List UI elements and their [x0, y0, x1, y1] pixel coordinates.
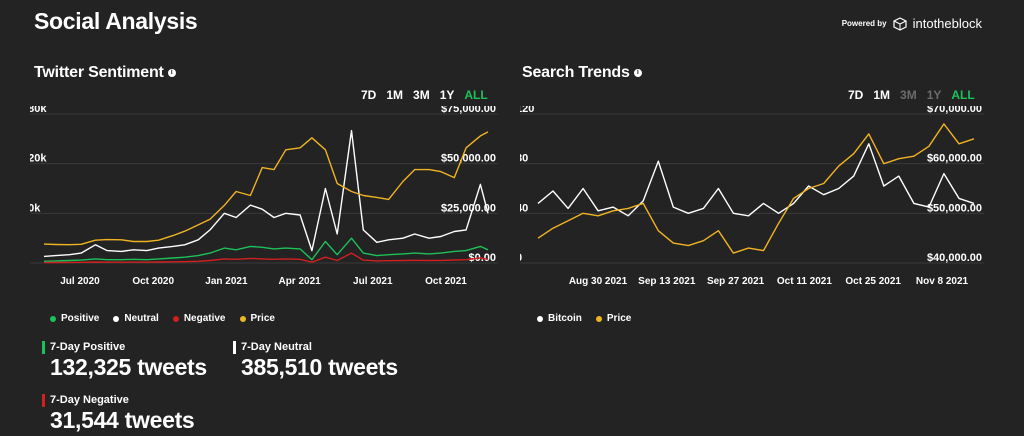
search-x-tick-label: Aug 30 2021: [569, 276, 628, 286]
search-legend: Bitcoin Price: [537, 313, 631, 324]
search-x-tick-label: Oct 11 2021: [777, 276, 832, 286]
twitter-x-tick-label: Oct 2020: [132, 276, 174, 286]
search-range-1m[interactable]: 1M: [873, 88, 891, 102]
legend-label-positive: Positive: [61, 313, 100, 324]
twitter-x-tick-label: Oct 2021: [425, 276, 467, 286]
twitter-y-left-tick-label: 180k: [30, 106, 47, 115]
twitter-y-left-tick-label: 120k: [30, 153, 47, 165]
twitter-sentiment-chart: 180k120k60k0$75,000.00$50,000.00$25,000.…: [30, 106, 498, 286]
legend-item-search-price[interactable]: Price: [595, 313, 632, 324]
powered-by: Powered by intotheblock: [842, 16, 982, 31]
search-x-tick-label: Sep 27 2021: [707, 276, 765, 286]
stat-negative-label: 7-Day Negative: [42, 394, 194, 407]
legend-label-bitcoin: Bitcoin: [548, 313, 582, 324]
stat-positive-value: 132,325 tweets: [50, 354, 207, 380]
twitter-range-3m[interactable]: 3M: [413, 88, 430, 102]
stat-neutral-label: 7-Day Neutral: [233, 341, 398, 354]
twitter-range-selector: 7D 1M 3M 1Y ALL: [361, 88, 488, 102]
legend-label-price: Price: [250, 313, 275, 324]
search-range-selector: 7D 1M 3M 1Y ALL: [848, 88, 975, 102]
search-y-right-tick-label: $50,000.00: [927, 202, 982, 214]
info-icon[interactable]: i: [633, 68, 642, 77]
twitter-range-1m[interactable]: 1M: [386, 88, 404, 102]
legend-item-positive[interactable]: Positive: [50, 313, 99, 324]
legend-label-search-price: Price: [606, 313, 632, 324]
twitter-range-all[interactable]: ALL: [464, 88, 488, 102]
twitter-y-right-tick-label: $50,000.00: [441, 153, 496, 165]
twitter-series-positive: [43, 237, 489, 262]
search-y-left-tick-label: 0: [520, 252, 522, 264]
search-trends-title-text: Search Trends: [522, 64, 630, 81]
twitter-sentiment-title: Twitter Sentiment i: [34, 64, 176, 82]
search-y-left-tick-label: 80: [520, 153, 528, 165]
search-range-7d[interactable]: 7D: [848, 88, 864, 102]
legend-dot-neutral: [113, 315, 120, 322]
twitter-y-right-tick-label: $75,000.00: [441, 106, 496, 115]
search-y-right-tick-label: $60,000.00: [927, 153, 982, 165]
twitter-range-7d[interactable]: 7D: [361, 88, 377, 102]
search-y-right-tick-label: $40,000.00: [927, 252, 982, 264]
legend-dot-price: [239, 315, 246, 322]
twitter-sentiment-title-text: Twitter Sentiment: [34, 64, 164, 81]
search-y-left-tick-label: 120: [520, 106, 534, 115]
legend-label-negative: Negative: [183, 313, 226, 324]
legend-dot-negative: [172, 315, 179, 322]
search-range-3m[interactable]: 3M: [900, 88, 917, 102]
legend-item-negative[interactable]: Negative: [172, 313, 226, 324]
powered-by-label: Powered by: [841, 19, 887, 28]
search-trends-title: Search Trends i: [522, 64, 642, 82]
search-y-right-tick-label: $70,000.00: [927, 106, 982, 115]
twitter-x-tick-label: Apr 2021: [278, 276, 321, 286]
legend-item-bitcoin[interactable]: Bitcoin: [537, 313, 582, 324]
stat-positive: 7-Day Positive 132,325 tweets: [42, 341, 207, 381]
info-icon[interactable]: i: [167, 68, 176, 77]
twitter-x-tick-label: Jul 2021: [353, 276, 393, 286]
twitter-series-negative: [43, 252, 489, 264]
intotheblock-logo-icon: [893, 16, 907, 31]
search-series-bitcoin: [537, 143, 975, 217]
twitter-x-tick-label: Jan 2021: [205, 276, 248, 286]
legend-dot-bitcoin: [537, 315, 543, 322]
twitter-x-tick-label: Jul 2020: [60, 276, 100, 286]
legend-item-neutral[interactable]: Neutral: [113, 313, 159, 324]
search-trends-chart: 120 80 40 0 $70,000.00 $60,000.00 $50,000.00 $4…: [520, 106, 984, 286]
twitter-y-right-tick-label: $25,000.00: [441, 202, 496, 214]
twitter-legend: Positive Neutral Negative Price: [50, 313, 275, 324]
page-title: Social Analysis: [34, 8, 198, 34]
brand-name: intotheblock: [912, 16, 982, 31]
search-x-tick-label: Oct 25 2021: [845, 276, 901, 286]
stat-negative-value: 31,544 tweets: [50, 407, 195, 433]
twitter-series-neutral: [43, 129, 489, 258]
stat-positive-label: 7-Day Positive: [42, 341, 207, 354]
search-y-left-tick-label: 40: [520, 202, 528, 214]
search-range-1y[interactable]: 1Y: [926, 88, 942, 102]
stat-neutral: 7-Day Neutral 385,510 tweets: [233, 341, 398, 381]
twitter-y-left-tick-label: 60k: [30, 202, 41, 214]
stat-neutral-value: 385,510 tweets: [241, 354, 398, 380]
search-series-price: [537, 123, 975, 254]
search-range-all[interactable]: ALL: [951, 88, 975, 102]
twitter-series-price: [43, 131, 489, 246]
legend-dot-positive: [50, 315, 56, 322]
search-x-tick-label: Nov 8 2021: [916, 276, 969, 286]
search-x-tick-label: Sep 13 2021: [638, 276, 696, 286]
legend-label-neutral: Neutral: [124, 313, 159, 324]
stat-negative: 7-Day Negative 31,544 tweets: [42, 394, 195, 434]
legend-dot-search-price: [595, 315, 602, 322]
legend-item-price[interactable]: Price: [239, 313, 275, 324]
twitter-range-1y[interactable]: 1Y: [439, 88, 455, 102]
